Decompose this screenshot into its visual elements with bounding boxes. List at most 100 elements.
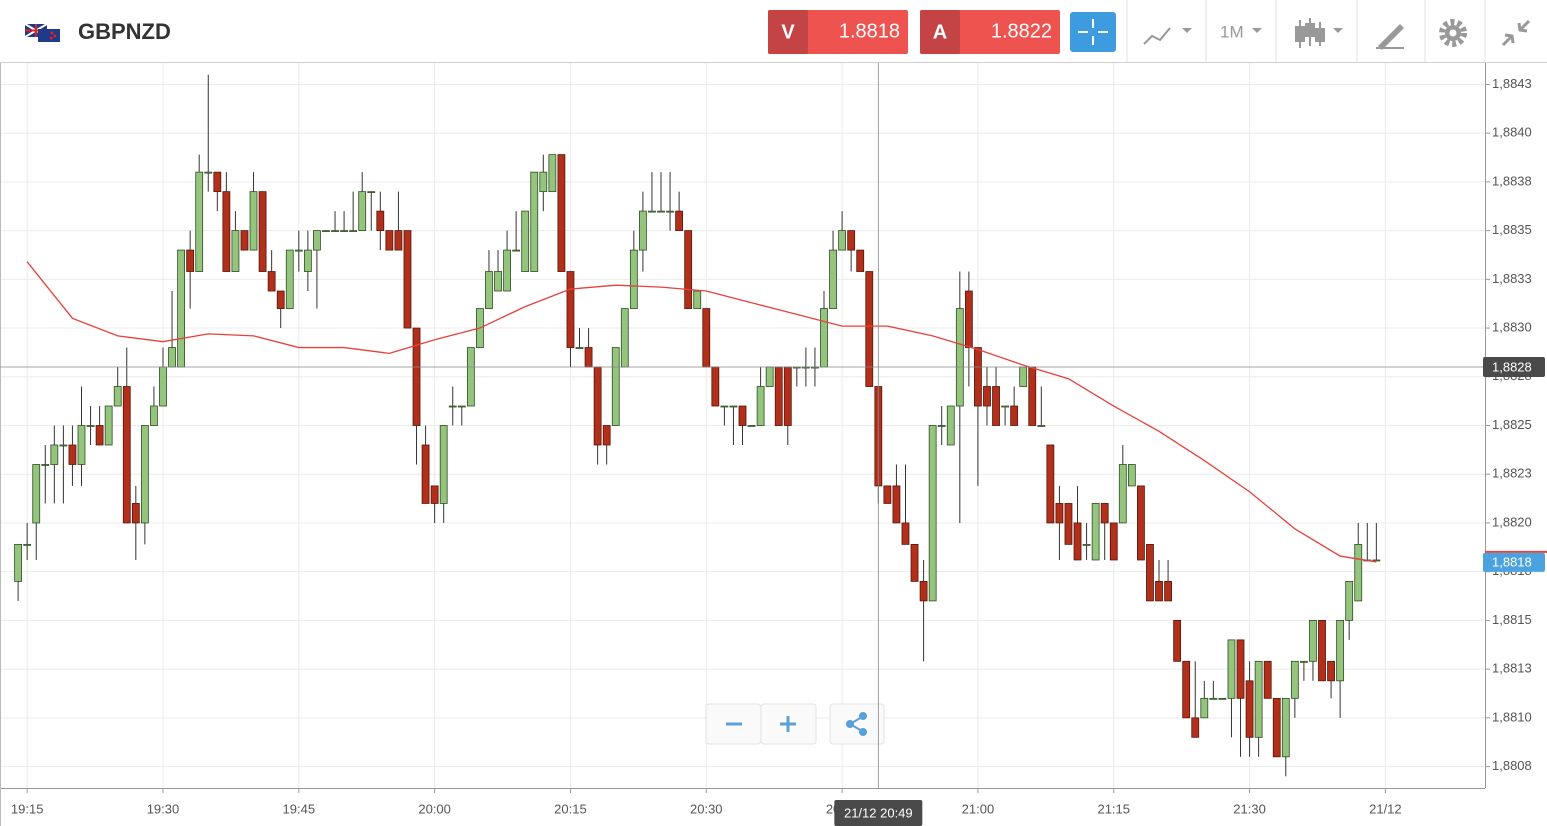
- candle-body: [974, 347, 982, 407]
- candle-body: [901, 522, 910, 545]
- x-tick-label: 19:30: [147, 801, 180, 816]
- candle-body: [140, 425, 149, 524]
- chart-type-button[interactable]: [1295, 18, 1343, 48]
- candle-body: [186, 249, 195, 272]
- candle-body: [222, 191, 231, 272]
- candle-body: [629, 249, 638, 309]
- candle-body: [385, 230, 394, 251]
- candle-body: [267, 271, 276, 292]
- candle-body: [340, 230, 348, 233]
- candle-body: [1127, 464, 1136, 487]
- candle-body: [928, 425, 937, 602]
- candle-body: [657, 210, 665, 213]
- candle-body: [584, 347, 593, 368]
- candle-body: [503, 249, 511, 292]
- x-tick-label: 21/12: [1369, 801, 1402, 816]
- candle-body: [1218, 697, 1227, 700]
- settings-button[interactable]: [1439, 19, 1467, 47]
- y-tick-label: 1,8820: [1492, 514, 1532, 529]
- candle-body: [648, 210, 656, 213]
- candle-body: [611, 347, 620, 426]
- candle-body: [1182, 660, 1191, 719]
- candle-body: [684, 230, 693, 309]
- candle-body: [1064, 503, 1073, 545]
- candle-body: [946, 405, 955, 446]
- candle-body: [756, 386, 765, 426]
- indicators-button[interactable]: [1143, 27, 1192, 45]
- candle-body: [294, 249, 303, 252]
- candle-body: [1309, 619, 1317, 662]
- sell-label: V: [781, 21, 795, 43]
- candle-body: [820, 308, 828, 368]
- candle-body: [86, 425, 95, 427]
- zoom-out-button[interactable]: [705, 703, 762, 745]
- zoom-in-button[interactable]: [760, 703, 817, 745]
- symbol: GBPNZD: [78, 19, 171, 44]
- candle-body: [1300, 660, 1308, 663]
- candle-body: [1082, 543, 1091, 546]
- candle-body: [1091, 503, 1100, 561]
- plot: [0, 63, 1485, 788]
- x-tick-label: 21:00: [962, 801, 995, 816]
- candle-body: [1146, 543, 1154, 602]
- buy-label: A: [933, 21, 947, 43]
- candle-body: [575, 347, 584, 349]
- candle-body: [41, 464, 50, 466]
- y-tick-label: 1,8833: [1492, 271, 1532, 286]
- share-button[interactable]: [829, 703, 885, 745]
- candle-body: [512, 249, 521, 252]
- candle-body: [1019, 366, 1028, 387]
- collapse-button[interactable]: [1501, 19, 1531, 47]
- candle-body: [1227, 639, 1236, 699]
- candle-body: [693, 290, 702, 309]
- crosshair-button[interactable]: [1070, 12, 1116, 52]
- y-tick-label: 1,8810: [1492, 709, 1532, 724]
- candle-body: [1345, 581, 1354, 621]
- candle-body: [711, 366, 720, 407]
- candle-body: [964, 290, 973, 348]
- candle-body: [204, 171, 213, 174]
- y-tick-label: 1,8843: [1492, 76, 1532, 91]
- candle-body: [1354, 543, 1363, 602]
- drawing-button[interactable]: [1376, 24, 1404, 50]
- candle-body: [466, 347, 475, 407]
- candle-body: [177, 249, 185, 368]
- candle-body: [276, 290, 285, 309]
- x-tick-label: 20:15: [554, 801, 587, 816]
- candle-body: [919, 581, 928, 602]
- candle-body: [59, 444, 68, 447]
- candle-body: [322, 230, 330, 233]
- y-tick-label: 1,8808: [1492, 758, 1532, 773]
- candle-body: [150, 405, 158, 426]
- candle-body: [285, 249, 294, 309]
- candle-body: [331, 230, 339, 233]
- candle-body: [638, 210, 647, 251]
- candle-body: [566, 271, 575, 348]
- flag-icon: [24, 23, 60, 42]
- candle-body: [1046, 444, 1055, 524]
- x-tick-label: 20:30: [690, 801, 723, 816]
- candle-body: [666, 210, 674, 213]
- timeframe: 1M: [1220, 22, 1244, 41]
- candle-body: [14, 543, 23, 582]
- candle-body: [865, 271, 874, 387]
- candle-body: [702, 308, 711, 368]
- candle-body: [394, 230, 403, 251]
- candle-body: [376, 210, 385, 232]
- candle-body: [104, 405, 113, 446]
- buy-button[interactable]: A 1.8822: [920, 10, 1060, 54]
- candle-body: [557, 154, 566, 272]
- candle-body: [847, 230, 856, 251]
- candle-body: [1137, 485, 1145, 561]
- sell-button[interactable]: V 1.8818: [768, 10, 908, 54]
- sell-price: 1.8818: [839, 20, 900, 42]
- y-tick-label: 1,8835: [1492, 222, 1532, 237]
- candle-body: [249, 191, 258, 251]
- candle-body: [303, 249, 312, 272]
- timeframe-button[interactable]: 1M: [1220, 22, 1262, 41]
- candle-body: [1245, 680, 1254, 738]
- candle-body: [213, 171, 222, 193]
- candle-body: [32, 464, 41, 524]
- candle-body: [1155, 581, 1163, 602]
